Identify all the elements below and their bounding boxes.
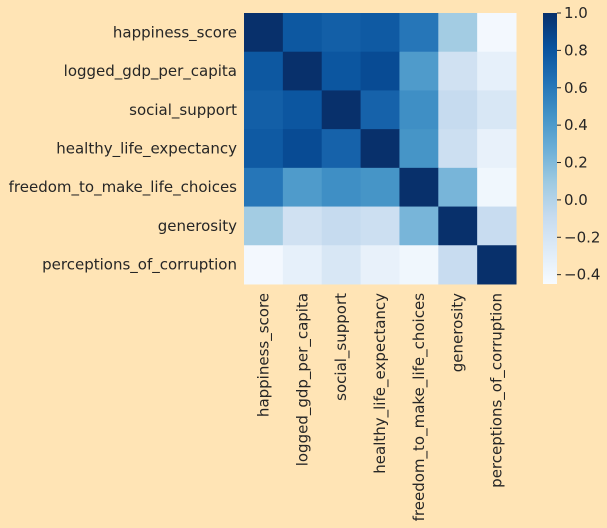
- heatmap-cell-freedom-to-make-life-choices-x-perceptions-of-corruption: [477, 167, 517, 208]
- colorbar-tick-label: −0.2: [564, 228, 600, 246]
- heatmap-cell-healthy-life-expectancy-x-happiness-score: [244, 129, 284, 169]
- heatmap-cell-perceptions-of-corruption-x-logged-gdp-per-capita: [282, 245, 323, 285]
- row-label-happiness-score: happiness_score: [113, 23, 237, 42]
- column-label-freedom-to-make-life-choices: freedom_to_make_life_choices: [410, 293, 429, 522]
- heatmap-cell-happiness-score-x-generosity: [438, 13, 478, 53]
- heatmap-cell-healthy-life-expectancy-x-healthy-life-expectancy: [360, 129, 400, 169]
- heatmap-cell-healthy-life-expectancy-x-freedom-to-make-life-choices: [399, 129, 439, 169]
- heatmap-cell-generosity-x-happiness-score: [244, 206, 284, 246]
- heatmap-cell-logged-gdp-per-capita-x-social-support: [321, 51, 362, 91]
- heatmap-cell-generosity-x-perceptions-of-corruption: [477, 206, 517, 246]
- heatmap-cell-logged-gdp-per-capita-x-healthy-life-expectancy: [360, 51, 400, 91]
- heatmap-cell-generosity-x-generosity: [438, 206, 478, 246]
- heatmap-cell-perceptions-of-corruption-x-generosity: [438, 245, 478, 285]
- row-label-generosity: generosity: [158, 217, 237, 235]
- heatmap-cell-perceptions-of-corruption-x-happiness-score: [244, 245, 284, 285]
- heatmap-cell-freedom-to-make-life-choices-x-happiness-score: [244, 167, 284, 208]
- column-label-logged-gdp-per-capita: logged_gdp_per_capita: [293, 293, 312, 466]
- heatmap-cell-freedom-to-make-life-choices-x-healthy-life-expectancy: [360, 167, 400, 208]
- colorbar-ticks: 1.0 0.8 0.6 0.4 0.2 0.0 −0.2 −0.4: [557, 4, 600, 284]
- colorbar: [543, 13, 557, 284]
- heatmap-cell-healthy-life-expectancy-x-generosity: [438, 129, 478, 169]
- heatmap-cell-social-support-x-freedom-to-make-life-choices: [399, 90, 439, 130]
- column-label-happiness-score: happiness_score: [254, 293, 273, 417]
- heatmap-cell-healthy-life-expectancy-x-perceptions-of-corruption: [477, 129, 517, 169]
- heatmap-cell-perceptions-of-corruption-x-perceptions-of-corruption: [477, 245, 517, 285]
- heatmap-cell-social-support-x-generosity: [438, 90, 478, 130]
- heatmap-cell-healthy-life-expectancy-x-logged-gdp-per-capita: [282, 129, 323, 169]
- heatmap-cells: [244, 13, 517, 285]
- column-label-healthy-life-expectancy: healthy_life_expectancy: [371, 293, 390, 474]
- heatmap-cell-freedom-to-make-life-choices-x-logged-gdp-per-capita: [282, 167, 323, 208]
- row-label-healthy-life-expectancy: healthy_life_expectancy: [56, 139, 237, 158]
- colorbar-tick-label: 0.2: [564, 154, 588, 172]
- heatmap-cell-freedom-to-make-life-choices-x-social-support: [321, 167, 362, 208]
- heatmap-cell-generosity-x-freedom-to-make-life-choices: [399, 206, 439, 246]
- heatmap-cell-happiness-score-x-happiness-score: [244, 13, 284, 53]
- column-label-perceptions-of-corruption: perceptions_of_corruption: [488, 293, 507, 488]
- row-label-social-support: social_support: [129, 101, 237, 120]
- heatmap-cell-perceptions-of-corruption-x-freedom-to-make-life-choices: [399, 245, 439, 285]
- heatmap-cell-perceptions-of-corruption-x-healthy-life-expectancy: [360, 245, 400, 285]
- row-label-perceptions-of-corruption: perceptions_of_corruption: [42, 256, 237, 275]
- heatmap-cell-happiness-score-x-logged-gdp-per-capita: [282, 13, 323, 53]
- heatmap-cell-logged-gdp-per-capita-x-perceptions-of-corruption: [477, 51, 517, 91]
- heatmap-cell-perceptions-of-corruption-x-social-support: [321, 245, 362, 285]
- heatmap-cell-logged-gdp-per-capita-x-logged-gdp-per-capita: [282, 51, 323, 91]
- colorbar-tick-label: 1.0: [564, 4, 588, 22]
- heatmap-cell-generosity-x-healthy-life-expectancy: [360, 206, 400, 246]
- colorbar-tick-label: 0.4: [564, 116, 588, 134]
- heatmap-cell-social-support-x-perceptions-of-corruption: [477, 90, 517, 130]
- heatmap-cell-social-support-x-logged-gdp-per-capita: [282, 90, 323, 130]
- heatmap-cell-social-support-x-healthy-life-expectancy: [360, 90, 400, 130]
- column-label-generosity: generosity: [449, 293, 467, 372]
- heatmap-cell-logged-gdp-per-capita-x-generosity: [438, 51, 478, 91]
- heatmap-cell-freedom-to-make-life-choices-x-generosity: [438, 167, 478, 208]
- heatmap-cell-logged-gdp-per-capita-x-happiness-score: [244, 51, 284, 91]
- colorbar-tick-label: −0.4: [564, 266, 600, 284]
- heatmap-cell-logged-gdp-per-capita-x-freedom-to-make-life-choices: [399, 51, 439, 91]
- heatmap-cell-happiness-score-x-freedom-to-make-life-choices: [399, 13, 439, 53]
- heatmap-cell-happiness-score-x-perceptions-of-corruption: [477, 13, 517, 53]
- heatmap-cell-happiness-score-x-social-support: [321, 13, 362, 53]
- heatmap-cell-healthy-life-expectancy-x-social-support: [321, 129, 362, 169]
- heatmap-cell-social-support-x-happiness-score: [244, 90, 284, 130]
- column-label-social-support: social_support: [332, 293, 351, 401]
- colorbar-tick-label: 0.0: [564, 191, 588, 209]
- heatmap-cell-generosity-x-logged-gdp-per-capita: [282, 206, 323, 246]
- heatmap-cell-social-support-x-social-support: [321, 90, 362, 130]
- row-labels: happiness_score logged_gdp_per_capitasoci…: [9, 23, 238, 274]
- heatmap-cell-generosity-x-social-support: [321, 206, 362, 246]
- row-label-logged-gdp-per-capita: logged_gdp_per_capita: [64, 62, 237, 81]
- heatmap-cell-happiness-score-x-healthy-life-expectancy: [360, 13, 400, 53]
- heatmap-cell-freedom-to-make-life-choices-x-freedom-to-make-life-choices: [399, 167, 439, 208]
- row-label-freedom-to-make-life-choices: freedom_to_make_life_choices: [9, 178, 238, 197]
- colorbar-tick-label: 0.6: [564, 79, 588, 97]
- column-labels: happiness_score logged_gdp_per_capita soci…: [254, 293, 506, 522]
- colorbar-gradient: [543, 13, 557, 284]
- colorbar-tick-label: 0.8: [564, 41, 588, 59]
